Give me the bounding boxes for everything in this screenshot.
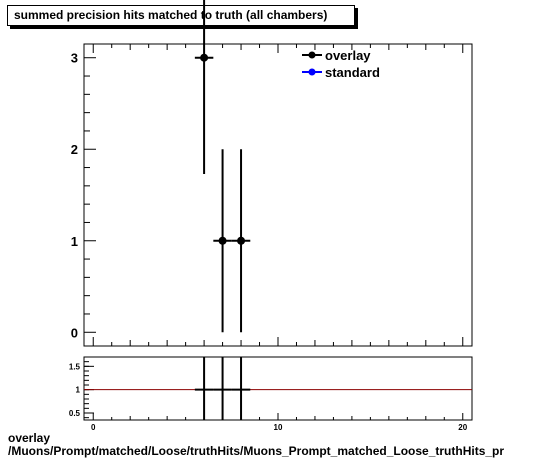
ratio-y-tick-label: 0.5 (69, 409, 81, 418)
main-plot-frame (83, 43, 473, 347)
data-point-marker (237, 236, 246, 245)
main-y-tick-label: 2 (71, 142, 78, 157)
ratio-plot-frame (83, 356, 473, 421)
footer-line-2: /Muons/Prompt/matched/Loose/truthHits/Mu… (8, 444, 505, 458)
chart-title: summed precision hits matched to truth (… (7, 5, 355, 26)
legend-label-overlay: overlay (325, 48, 371, 63)
legend-marker-standard (308, 68, 316, 76)
main-y-tick-label: 1 (71, 234, 78, 249)
main-y-tick-label: 3 (71, 51, 78, 66)
data-point-marker (200, 53, 209, 62)
ratio-y-tick-label: 1 (76, 386, 81, 395)
ratio-y-tick-label: 1.5 (69, 362, 81, 371)
ratio-x-tick-label: 20 (458, 423, 467, 432)
main-y-tick-label: 0 (71, 325, 78, 340)
legend-label-standard: standard (325, 65, 380, 80)
data-point-marker (218, 236, 227, 245)
footer: overlay /Muons/Prompt/matched/Loose/trut… (8, 432, 504, 458)
ratio-x-tick-label: 0 (91, 423, 96, 432)
legend-marker-overlay (308, 51, 316, 59)
footer-line-1: overlay (8, 431, 51, 445)
ratio-x-tick-label: 10 (274, 423, 283, 432)
